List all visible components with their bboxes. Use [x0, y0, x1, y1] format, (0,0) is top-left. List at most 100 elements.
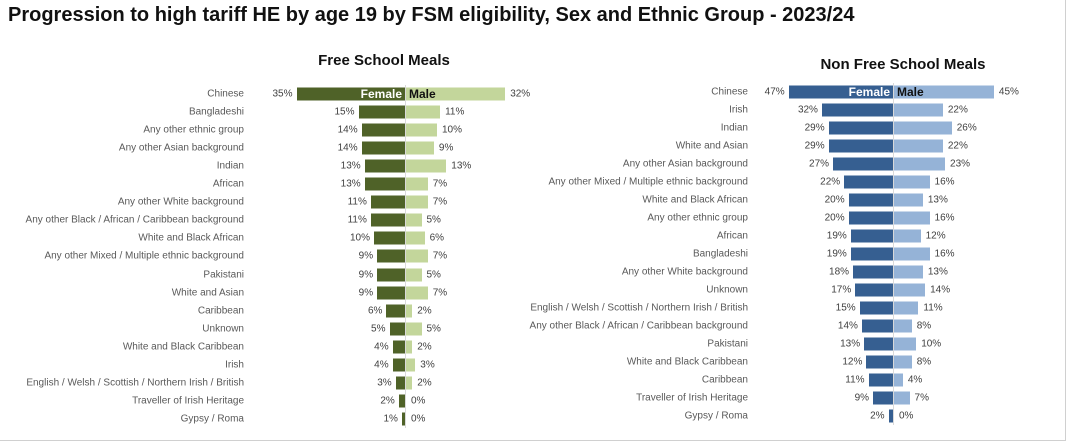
fsm-value-female: 11%	[347, 214, 367, 226]
nfsm-bar-female	[850, 247, 893, 261]
nfsm-category-label: English / Welsh / Scottish / Northern Ir…	[530, 302, 748, 314]
nfsm-bar-male	[894, 373, 903, 387]
nfsm-value-male: 22%	[947, 140, 968, 152]
nfsm-value-male: 16%	[934, 248, 955, 260]
fsm-category-label: African	[212, 178, 244, 190]
fsm-category-label: Unknown	[202, 323, 244, 335]
fsm-bar-female	[401, 412, 405, 426]
nfsm-category-label: Any other Black / African / Caribbean ba…	[529, 320, 748, 332]
nfsm-bar-male	[894, 103, 943, 117]
fsm-value-female: 13%	[340, 178, 361, 190]
fsm-category-label: Pakistani	[203, 269, 244, 280]
nfsm-bar-female	[866, 355, 893, 369]
fsm-bar-female	[395, 376, 405, 390]
fsm-legend-female: Female	[360, 87, 402, 101]
fsm-value-male: 7%	[432, 287, 448, 299]
fsm-value-male: 7%	[432, 250, 448, 262]
fsm-value-male: 7%	[432, 196, 448, 208]
nfsm-bar-male	[894, 157, 946, 171]
nfsm-bar-female	[821, 103, 893, 117]
nfsm-category-label: White and Asian	[675, 140, 748, 152]
nfsm-chart-title: Non Free School Meals	[820, 56, 986, 73]
fsm-value-male: 10%	[442, 124, 463, 136]
fsm-bar-male	[406, 322, 422, 336]
fsm-category-label: Any other Asian background	[118, 142, 244, 154]
nfsm-value-male: 4%	[907, 374, 923, 386]
fsm-category-label: Gypsy / Roma	[180, 413, 244, 425]
fsm-value-male: 13%	[451, 160, 472, 172]
nfsm-bar-male	[894, 337, 917, 351]
nfsm-value-female: 20%	[824, 212, 845, 224]
fsm-value-male: 2%	[417, 305, 432, 317]
fsm-category-label: Traveller of Irish Heritage	[132, 395, 244, 407]
nfsm-bar-female	[868, 373, 893, 387]
nfsm-value-female: 19%	[826, 230, 847, 242]
nfsm-value-female: 22%	[820, 176, 841, 188]
fsm-value-male: 5%	[426, 214, 441, 226]
fsm-bar-female	[358, 105, 405, 119]
nfsm-value-female: 12%	[842, 356, 863, 368]
nfsm-category-label: Unknown	[706, 284, 748, 296]
nfsm-bar-female	[848, 211, 893, 225]
nfsm-value-female: 11%	[845, 374, 865, 386]
fsm-bar-female	[361, 123, 405, 137]
nfsm-bar-male	[894, 121, 952, 135]
fsm-value-female: 4%	[374, 359, 389, 371]
nfsm-category-label: Indian	[720, 122, 748, 134]
fsm-bar-male	[406, 87, 506, 101]
nfsm-category-label: Irish	[729, 104, 748, 116]
nfsm-value-male: 13%	[927, 266, 948, 278]
nfsm-bar-male	[894, 247, 930, 261]
nfsm-category-label: Chinese	[711, 86, 748, 98]
fsm-category-label: Any other ethnic group	[143, 124, 244, 136]
nfsm-value-male: 7%	[914, 392, 929, 404]
nfsm-category-label: Any other White background	[621, 266, 748, 278]
nfsm-value-male: 26%	[956, 122, 977, 134]
fsm-value-female: 9%	[358, 269, 374, 280]
nfsm-bar-male	[894, 265, 923, 279]
fsm-category-label: White and Black Caribbean	[122, 341, 244, 353]
fsm-bar-female	[361, 141, 405, 155]
nfsm-bar-male	[894, 283, 926, 297]
nfsm-category-label: African	[716, 230, 748, 242]
fsm-center-axis	[405, 85, 406, 428]
nfsm-bar-male	[894, 175, 930, 189]
nfsm-category-label: Any other Mixed / Multiple ethnic backgr…	[548, 176, 748, 188]
nfsm-value-female: 9%	[854, 392, 870, 404]
nfsm-value-female: 13%	[840, 338, 861, 350]
nfsm-value-male: 12%	[925, 230, 946, 242]
fsm-bar-female	[386, 304, 405, 318]
nfsm-bar-male	[894, 319, 912, 333]
fsm-category-label: Any other Mixed / Multiple ethnic backgr…	[44, 250, 244, 262]
fsm-value-female: 14%	[337, 124, 358, 136]
nfsm-value-male: 13%	[927, 194, 948, 206]
fsm-bar-male	[406, 159, 447, 173]
fsm-bar-male	[406, 268, 422, 281]
nfsm-value-male: 11%	[923, 302, 943, 314]
fsm-value-female: 3%	[377, 377, 392, 389]
fsm-value-female: 6%	[367, 305, 383, 317]
nfsm-value-male: 14%	[930, 284, 951, 296]
fsm-category-label: Any other White background	[117, 196, 244, 208]
fsm-value-female: 15%	[334, 106, 355, 118]
fsm-bar-female	[377, 286, 405, 300]
fsm-value-male: 5%	[426, 269, 441, 280]
nfsm-bar-female	[828, 139, 893, 153]
nfsm-category-label: Bangladeshi	[692, 248, 748, 260]
fsm-value-male: 9%	[438, 142, 454, 154]
fsm-bar-female	[370, 213, 405, 227]
nfsm-value-male: 22%	[947, 104, 968, 116]
nfsm-value-female: 47%	[764, 86, 785, 98]
fsm-value-male: 7%	[432, 178, 448, 190]
nfsm-value-female: 32%	[797, 104, 818, 116]
fsm-value-female: 10%	[349, 232, 370, 244]
nfsm-bar-female	[873, 391, 893, 405]
fsm-bar-female	[377, 249, 405, 263]
fsm-value-female: 13%	[340, 160, 361, 172]
nfsm-value-female: 17%	[831, 284, 852, 296]
nfsm-value-female: 18%	[829, 266, 850, 278]
fsm-value-male: 3%	[420, 359, 435, 371]
fsm-bar-male	[406, 141, 434, 155]
fsm-value-female: 5%	[371, 323, 386, 335]
fsm-bar-male	[406, 195, 428, 209]
